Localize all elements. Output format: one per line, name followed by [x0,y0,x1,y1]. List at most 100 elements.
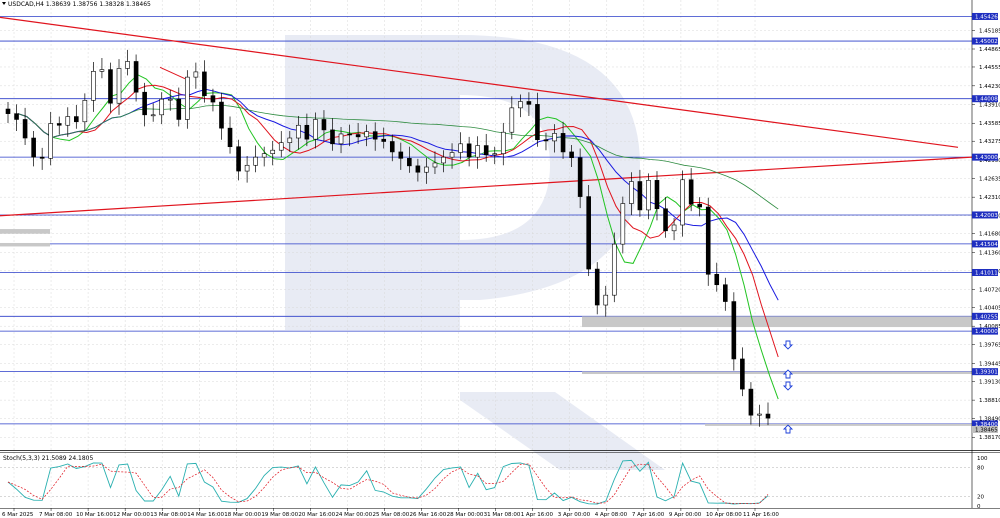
candle-body [449,152,455,158]
candle [663,197,668,238]
level-label: 1.44008 [975,97,998,103]
candle [261,146,267,167]
stochastic-axis: 100 80 20 0 [977,456,988,510]
candle-body [594,268,600,306]
stoch-k-line [7,459,769,505]
price-tick-label: 1.39445 [979,361,1000,367]
level-label: 1.38400 [975,422,998,428]
level-labels: 1.45426 1.45002 1.44008 1.43000 1.42003 1.415… [972,12,998,428]
candle [509,96,515,140]
candle-body [475,145,480,158]
candle-body [65,116,71,126]
candle-body [757,413,762,416]
time-tick-label: 14 Mar 16:00 [187,512,224,518]
candle [714,262,720,292]
candle-body [48,123,53,159]
candle-body [167,98,173,101]
candle-body [56,123,62,126]
level-tag [972,420,998,428]
arrow-up-icon [782,424,794,434]
candle-body [116,68,122,104]
candle [432,151,438,174]
time-tick-label: 13 Mar 08:00 [150,512,187,518]
candle [407,146,412,173]
candle-body [82,100,88,123]
candle-body [22,119,28,139]
candle-body [603,294,609,306]
candle [193,62,199,89]
candle-body [219,101,224,129]
candle [731,292,737,371]
price-tick-label: 1.38810 [979,398,1000,404]
time-tick-label: 19 Mar 08:00 [261,512,298,518]
price-tick-label: 1.40405 [979,306,1000,312]
candle [629,172,634,216]
candle-body [244,164,250,172]
candle-body [150,114,156,117]
candle-body [629,181,634,204]
level-label: 1.45002 [975,39,998,45]
candle [535,92,540,147]
stoch-tick-label: 100 [977,456,988,462]
candle [475,136,480,169]
candle-body [381,138,387,142]
candle [74,104,79,129]
candle [723,277,728,311]
candle [22,107,28,145]
candle-body [74,116,79,123]
candle-body [99,69,105,72]
candle [424,157,429,184]
ma-fast-line [18,74,779,400]
price-tick-label: 1.39130 [979,380,1000,386]
stoch-tick-label: 0 [977,504,981,510]
candle [65,107,71,137]
stochastic-label: Stoch(5,3,3) 21.5089 24.1805 [3,455,94,462]
candle-body [313,119,318,140]
candle-body [31,137,36,158]
candle-body [364,131,369,138]
candle [483,133,489,162]
candle [150,103,156,122]
price-tick-label: 1.45185 [979,28,1000,34]
candle [236,139,241,181]
candle [748,382,754,425]
candle-body [646,180,651,211]
candle-body [509,107,515,133]
candle-body [236,146,241,172]
candle-body [398,151,404,159]
candle-body [91,71,96,101]
level-tag [972,12,998,20]
candle-body [560,133,566,153]
candle-body [278,142,284,151]
candle [227,116,233,154]
dropdown-triangle-icon[interactable] [2,2,6,5]
candle [355,122,361,144]
level-tag [972,240,998,248]
level-tag [972,211,998,219]
support-zones [0,229,972,426]
candle-body [458,143,463,153]
candle [48,111,53,166]
candle-body [287,137,293,143]
time-tick-label: 25 Mar 08:00 [373,512,410,518]
candle-body [432,162,438,168]
support-zone [582,316,972,328]
candle [637,169,643,217]
time-tick-label: 20 Mar 16:00 [298,512,335,518]
candle [603,285,609,317]
level-label: 1.41504 [975,242,998,248]
level-label: 1.41011 [975,270,998,276]
candle-body [424,166,429,173]
time-tick-label: 12 Mar 00:00 [113,512,150,518]
candle-body [518,101,523,109]
price-tick-label: 1.44230 [979,84,1000,90]
level-tag [972,327,998,335]
current-price-tag: 1.38465 [972,426,998,434]
candle-body [142,91,147,116]
candlesticks [5,49,771,427]
candle-body [108,69,113,104]
candle-body [176,98,182,120]
candle-body [569,151,574,159]
grid-lines [0,0,972,508]
